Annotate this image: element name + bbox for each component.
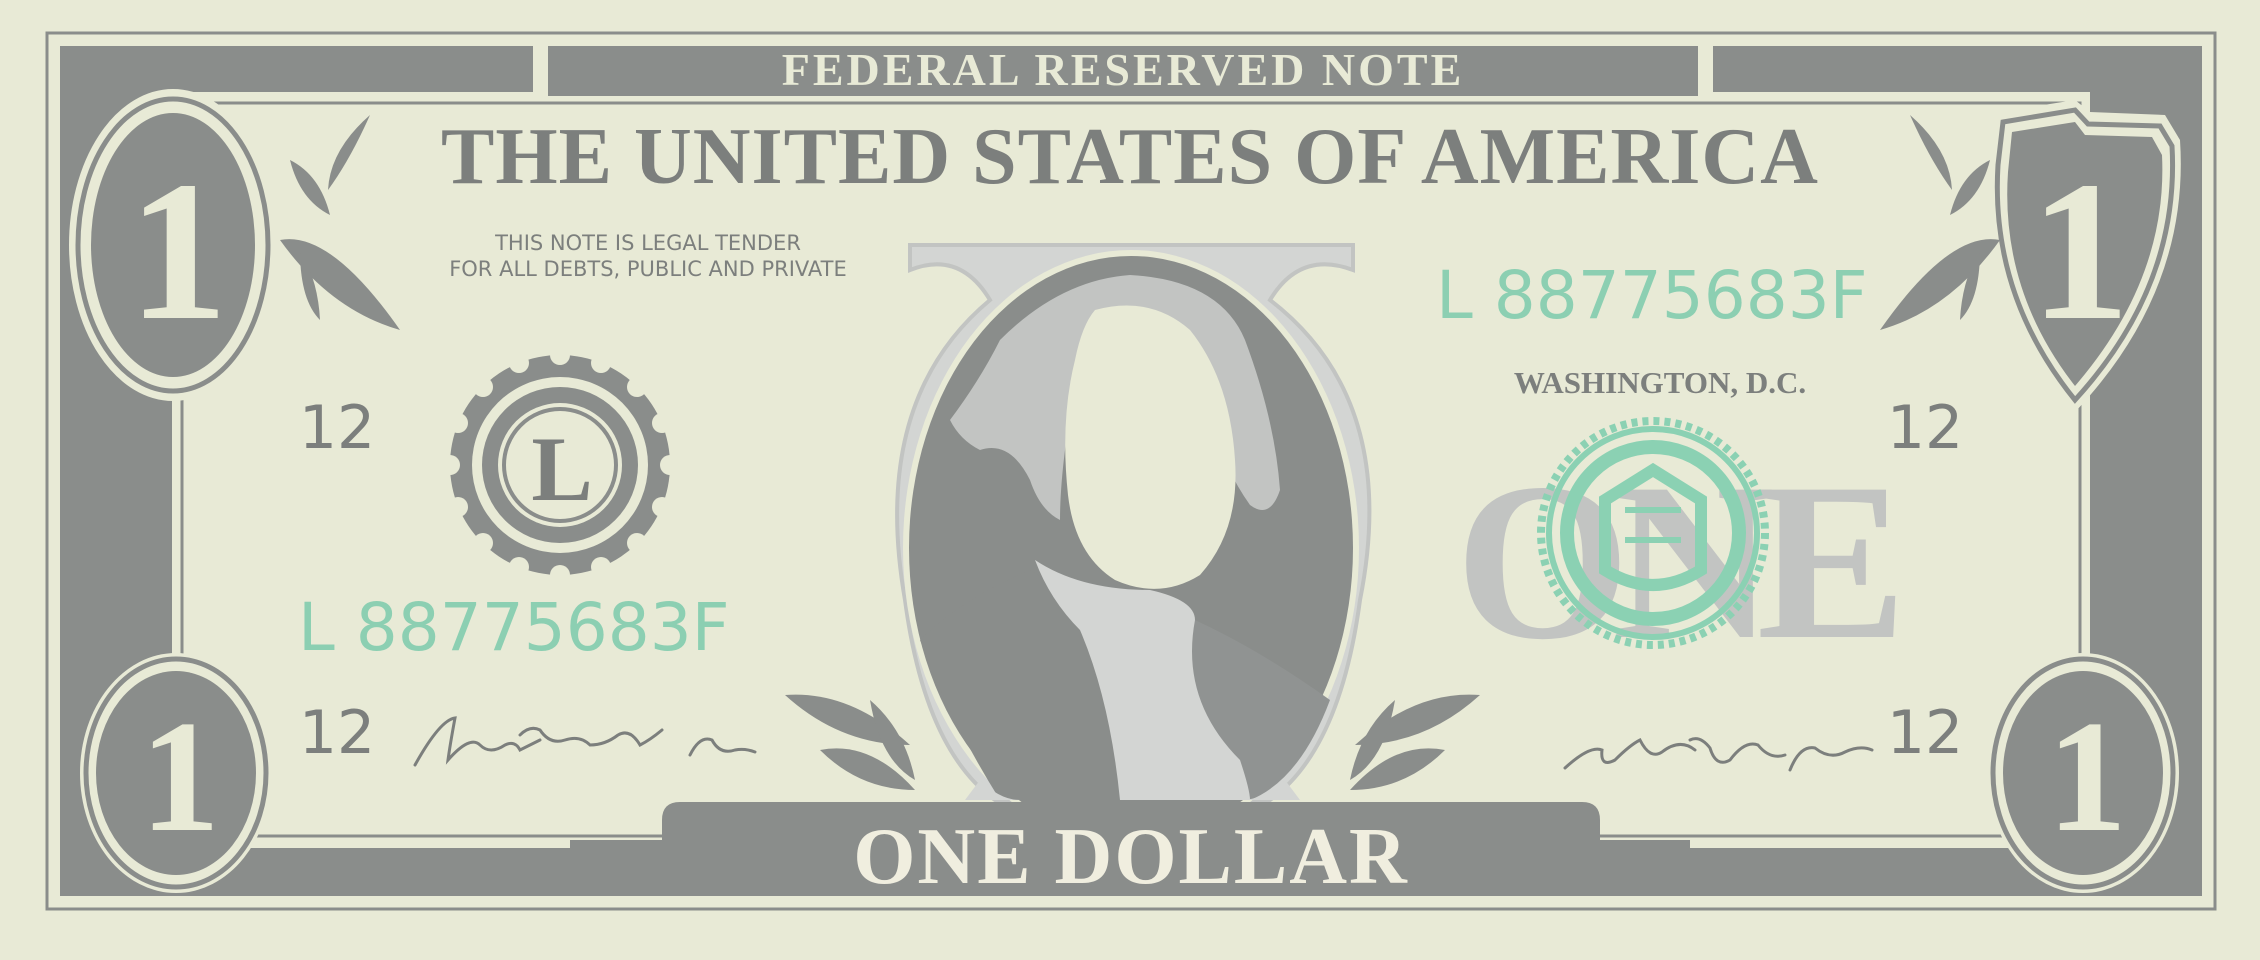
district-number: 12	[1887, 393, 1963, 463]
denomination-plate	[570, 802, 1690, 896]
corner-digit: 1	[140, 687, 220, 865]
banner-text: FEDERAL RESERVED NOTE	[782, 44, 1465, 95]
laurel-icon	[1880, 115, 2000, 330]
city-label: WASHINGTON, D.C.	[1514, 365, 1806, 400]
seal-letter: L	[531, 418, 592, 520]
outer-border	[45, 31, 2217, 911]
signature-icon	[413, 716, 757, 767]
corner-digit: 1	[128, 141, 228, 362]
portrait-icon	[895, 243, 1372, 846]
corner-bottom-right: 1	[1987, 653, 2179, 893]
corner-bottom-left: 1	[80, 653, 272, 893]
corner-digit: 1	[2047, 687, 2127, 865]
laurel-icon	[280, 115, 400, 330]
seal-icon: L	[440, 345, 680, 585]
corner-top-left: 1	[69, 89, 277, 401]
laurel-icon	[785, 694, 915, 790]
denomination-text: ONE DOLLAR	[853, 813, 1409, 901]
country-title: THE UNITED STATES OF AMERICA	[441, 113, 1819, 201]
corner-top-right: 1	[1989, 100, 2181, 412]
district-number: 12	[299, 393, 375, 463]
legal-tender-line1: THIS NOTE IS LEGAL TENDER	[494, 231, 801, 255]
seal-icon	[1537, 417, 1769, 649]
denomination-watermark: ONE	[1455, 436, 1896, 686]
district-number: 12	[1887, 698, 1963, 768]
serial-right: L 88775683F	[1436, 257, 1868, 334]
signature-icon	[1563, 737, 1874, 772]
banner-plate	[548, 46, 1698, 96]
legal-tender-line2: FOR ALL DEBTS, PUBLIC AND PRIVATE	[449, 257, 847, 281]
serial-left: L 88775683F	[298, 589, 730, 666]
laurel-icon	[1350, 694, 1480, 790]
district-number: 12	[299, 698, 375, 768]
corner-digit: 1	[2030, 141, 2130, 362]
